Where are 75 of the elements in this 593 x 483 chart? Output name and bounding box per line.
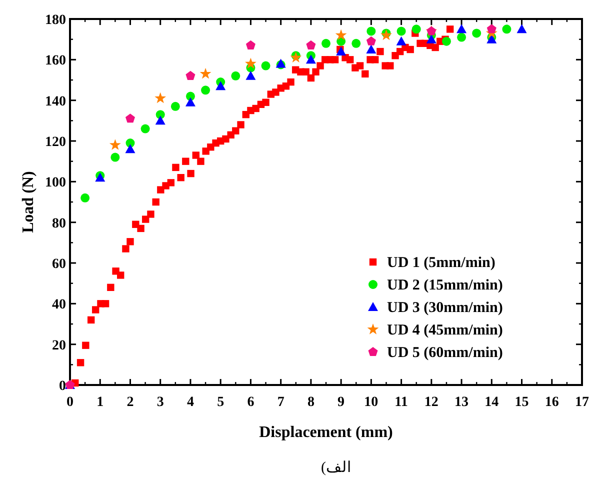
point — [472, 28, 482, 38]
x-tick-label: 10 — [364, 395, 378, 410]
point — [366, 44, 376, 54]
point — [457, 32, 466, 42]
x-axis-title: Displacement (mm) — [259, 424, 393, 441]
point — [516, 24, 527, 34]
y-tick-label: 100 — [45, 176, 66, 191]
x-tick-label: 17 — [575, 395, 589, 410]
point — [186, 70, 196, 80]
y-tick-label: 140 — [45, 94, 66, 110]
x-tick-label: 15 — [514, 395, 529, 410]
point — [396, 36, 406, 46]
point — [109, 139, 121, 150]
point — [261, 61, 270, 70]
point — [380, 29, 392, 40]
x-tick-label: 9 — [338, 395, 345, 410]
x-tick-label: 6 — [247, 395, 254, 410]
point — [200, 68, 212, 79]
y-axis-title: Load (N) — [20, 171, 37, 233]
x-tick-label: 1 — [96, 395, 104, 410]
point — [245, 58, 256, 69]
x-tick-label: 5 — [217, 395, 224, 410]
legend-label: UD 4 (45mm/min) — [387, 322, 503, 338]
y-tick-label: 20 — [52, 338, 66, 354]
point — [185, 97, 196, 106]
y-tick-label: 60 — [52, 257, 66, 272]
point — [396, 26, 406, 36]
y-tick-label: 180 — [45, 13, 66, 28]
legend-label: UD 2 (15mm/min) — [387, 278, 503, 294]
point — [366, 36, 376, 46]
point — [125, 144, 136, 154]
x-tick-label: 4 — [186, 395, 194, 410]
point — [140, 124, 150, 134]
point — [246, 40, 256, 50]
point — [216, 81, 226, 90]
x-tick-label: 14 — [484, 395, 499, 410]
point — [456, 24, 467, 34]
point — [125, 114, 135, 123]
point — [486, 24, 496, 34]
legend-label: UD 3 (30mm/min) — [387, 300, 503, 316]
point — [154, 92, 166, 104]
point — [366, 26, 376, 36]
point — [231, 71, 240, 80]
point — [335, 29, 347, 40]
x-tick-label: 13 — [454, 395, 469, 410]
x-tick-label: 8 — [307, 395, 314, 410]
x-tick-label: 16 — [544, 395, 559, 410]
legend-label: UD 1 (5mm/min) — [387, 255, 496, 271]
legend-label: UD 5 (60mm/min) — [387, 345, 503, 361]
y-tick-label: 160 — [45, 54, 66, 69]
point — [246, 70, 256, 80]
y-tick-label: 40 — [52, 298, 66, 313]
point — [442, 36, 451, 46]
text: الف) — [321, 460, 351, 476]
point — [306, 40, 316, 50]
point — [412, 24, 421, 34]
point — [110, 152, 120, 162]
point — [336, 46, 346, 56]
x-tick-label: 3 — [156, 395, 164, 410]
point — [352, 38, 361, 48]
y-tick-label: 80 — [52, 216, 66, 232]
point — [322, 38, 330, 48]
point — [426, 34, 436, 44]
x-tick-label: 2 — [126, 395, 134, 410]
point — [155, 116, 166, 125]
x-tick-label: 11 — [394, 395, 408, 410]
point — [306, 54, 316, 64]
x-tick-label: 7 — [277, 395, 284, 410]
point — [170, 102, 180, 111]
y-tick-label: 120 — [45, 135, 66, 150]
y-tick-label: 0 — [59, 379, 66, 394]
x-tick-label: 12 — [424, 395, 438, 410]
point — [502, 24, 512, 34]
point — [201, 86, 210, 95]
point — [80, 193, 90, 202]
